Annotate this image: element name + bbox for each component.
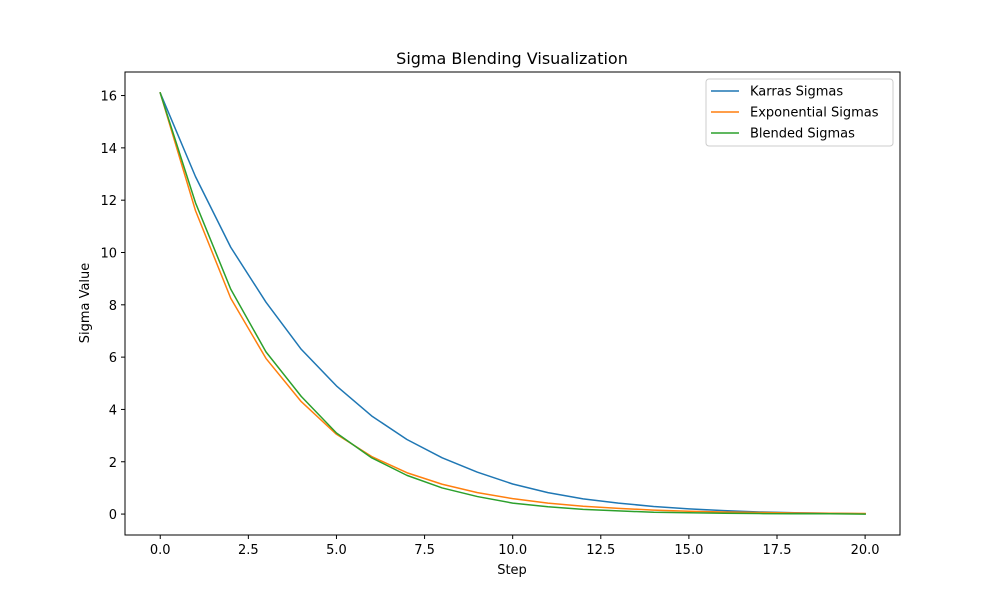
y-axis-title: Sigma Value xyxy=(78,263,93,344)
y-tick-label: 2 xyxy=(109,456,117,471)
x-tick-label: 10.0 xyxy=(498,543,527,558)
x-tick-label: 20.0 xyxy=(851,543,880,558)
exponential-sigmas-line xyxy=(159,91,866,515)
legend-label: Karras Sigmas xyxy=(750,85,843,100)
y-tick-label: 8 xyxy=(109,299,117,314)
x-tick-label: 12.5 xyxy=(586,543,615,558)
series-lines xyxy=(159,91,866,515)
x-tick-label: 0.0 xyxy=(150,543,171,558)
y-tick-label: 0 xyxy=(109,508,117,523)
x-tick-label: 7.5 xyxy=(414,543,435,558)
y-tick-label: 12 xyxy=(100,194,117,209)
legend-label: Blended Sigmas xyxy=(750,127,855,142)
plot-frame xyxy=(124,71,901,536)
axis-ticks: 0.0 2.5 5.0 7.5 10.0 12.5 15.0 17.5 20.0 0 2 4 6 8 10 1… xyxy=(100,90,879,558)
x-tick-label: 15.0 xyxy=(674,543,703,558)
y-tick-label: 10 xyxy=(100,246,117,261)
blended-sigmas-line xyxy=(159,91,866,515)
legend-box xyxy=(705,78,894,147)
y-tick-label: 14 xyxy=(100,142,117,157)
x-axis-title: Step xyxy=(497,563,527,578)
chart-title: Sigma Blending Visualization xyxy=(396,49,628,68)
x-tick-label: 5.0 xyxy=(326,543,347,558)
y-tick-label: 6 xyxy=(109,351,117,366)
y-tick-label: 4 xyxy=(109,403,117,418)
legend: Karras Sigmas Exponential Sigmas Blended S… xyxy=(705,78,894,147)
karras-sigmas-line xyxy=(159,91,866,515)
legend-label: Exponential Sigmas xyxy=(750,106,879,121)
x-tick-label: 17.5 xyxy=(763,543,792,558)
x-tick-label: 2.5 xyxy=(238,543,259,558)
y-tick-label: 16 xyxy=(100,90,117,105)
